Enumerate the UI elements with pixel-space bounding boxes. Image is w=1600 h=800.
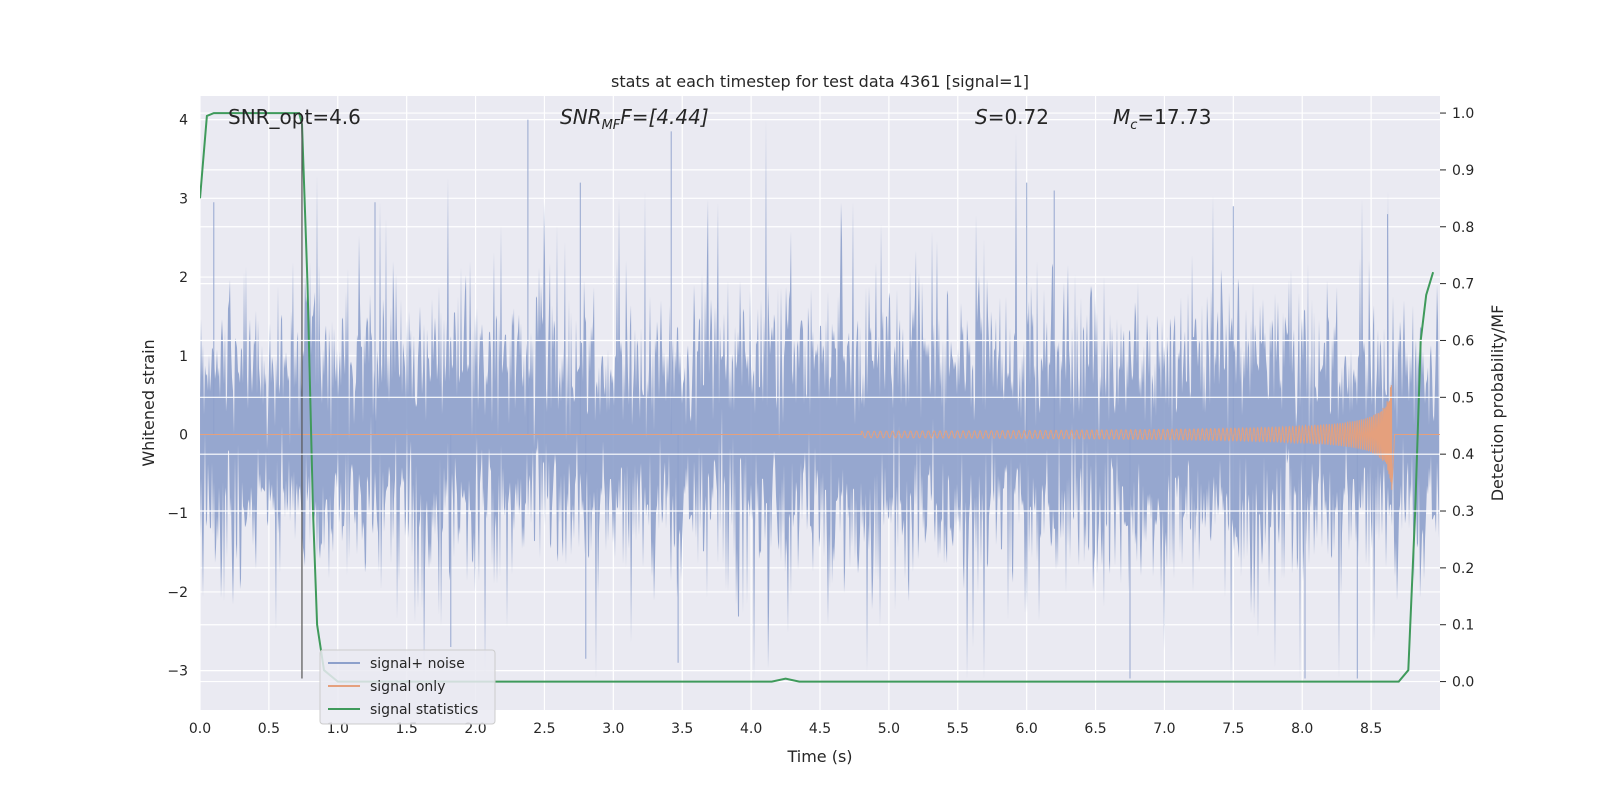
- y-tick-label: 0: [179, 427, 188, 443]
- x-tick-label: 2.0: [464, 721, 486, 737]
- legend-label-signal-statistics: signal statistics: [370, 702, 478, 718]
- x-axis-ticks: 0.0 0.5 1.0 1.5 2.0 2.5 3.0 3.5 4.0 4.5 5.0 5.5 6.0 6…: [189, 721, 1382, 737]
- x-tick-label: 3.0: [602, 721, 624, 737]
- y2-tick-label: 0.2: [1452, 561, 1474, 577]
- y2-tick-label: 0.5: [1452, 390, 1474, 406]
- y-tick-label: 2: [179, 270, 188, 286]
- legend: signal+ noise signal only signal statist…: [319, 649, 496, 725]
- x-tick-label: 6.5: [1084, 721, 1106, 737]
- x-tick-label: 7.0: [1153, 721, 1175, 737]
- x-tick-label: 0.5: [258, 721, 280, 737]
- annotation-snr-mf: SNRMFF=[4.44]: [560, 105, 709, 133]
- y2-tick-label: 0.0: [1452, 675, 1474, 691]
- y-tick-label: −3: [167, 664, 188, 680]
- y-tick-label: 4: [179, 113, 188, 129]
- x-tick-label: 4.0: [740, 721, 762, 737]
- x-tick-label: 0.0: [189, 721, 211, 737]
- y-axis-label: Whitened strain: [139, 339, 158, 466]
- series-signal-only: [200, 385, 1440, 490]
- legend-box: [319, 649, 496, 725]
- x-tick-label: 6.0: [1016, 721, 1038, 737]
- y2-axis-ticks: 1.0 0.9 0.8 0.7 0.6 0.5 0.4 0.3 0.2 0.1 0.0: [1440, 106, 1474, 691]
- y2-tick-label: 0.1: [1452, 618, 1474, 634]
- legend-label-signal-only: signal only: [370, 679, 445, 695]
- x-tick-label: 4.5: [809, 721, 831, 737]
- y-tick-label: −1: [167, 506, 188, 522]
- x-tick-label: 3.5: [671, 721, 693, 737]
- y-tick-label: 3: [179, 191, 188, 207]
- series-signal-noise-band: [200, 119, 1439, 679]
- chart-title: stats at each timestep for test data 436…: [611, 72, 1029, 91]
- y-tick-label: 1: [179, 349, 188, 365]
- x-tick-label: 5.0: [878, 721, 900, 737]
- series-signal-statistics: [200, 112, 1435, 683]
- annotation-s: S=0.72: [975, 105, 1049, 129]
- y-axis-ticks: 4 3 2 1 0 −1 −2 −3: [167, 113, 188, 680]
- y2-axis-label: Detection probability/MF: [1488, 305, 1507, 502]
- x-tick-label: 7.5: [1222, 721, 1244, 737]
- y2-tick-label: 0.7: [1452, 277, 1474, 293]
- y-tick-label: −2: [167, 585, 188, 601]
- y2-tick-label: 0.8: [1452, 220, 1474, 236]
- y2-tick-label: 0.9: [1452, 163, 1474, 179]
- x-tick-label: 2.5: [533, 721, 555, 737]
- y2-tick-label: 0.3: [1452, 504, 1474, 520]
- annotation-snr-opt: SNR_opt=4.6: [228, 105, 361, 129]
- x-tick-label: 8.5: [1360, 721, 1382, 737]
- x-tick-label: 5.5: [947, 721, 969, 737]
- y2-reference-lines: [200, 339, 1440, 512]
- x-tick-label: 1.0: [327, 721, 349, 737]
- x-tick-label: 1.5: [396, 721, 418, 737]
- annotation-mc: Mc=17.73: [1113, 105, 1211, 133]
- x-tick-label: 8.0: [1291, 721, 1313, 737]
- legend-label-signal-noise: signal+ noise: [370, 656, 465, 672]
- y2-tick-label: 0.6: [1452, 333, 1474, 349]
- y2-tick-label: 1.0: [1452, 106, 1474, 122]
- y2-tick-label: 0.4: [1452, 447, 1474, 463]
- x-axis-label: Time (s): [786, 747, 852, 766]
